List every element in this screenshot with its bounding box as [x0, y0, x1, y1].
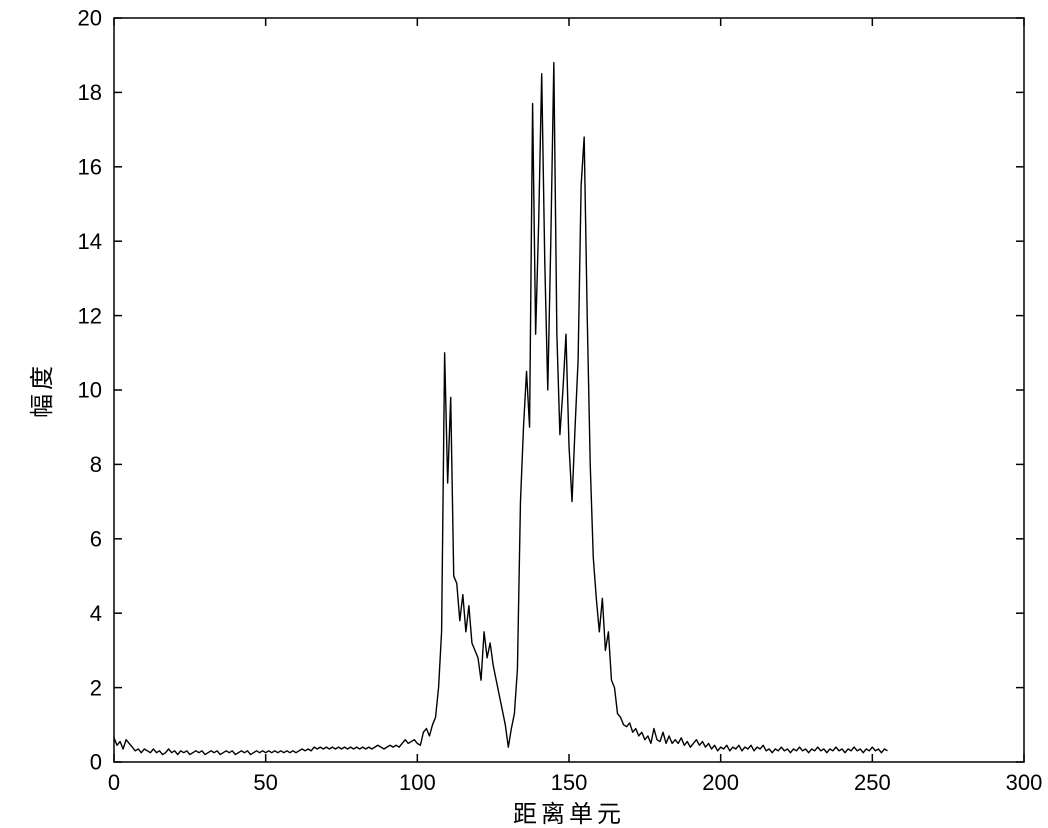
- y-tick-label: 10: [78, 378, 102, 403]
- x-axis-label: 距离单元: [513, 801, 625, 828]
- y-axis-label: 幅度: [29, 362, 56, 418]
- y-tick-label: 18: [78, 80, 102, 105]
- x-tick-label: 150: [551, 770, 588, 795]
- y-tick-label: 8: [90, 452, 102, 477]
- chart-container: 0 50 100 150 200 250 300 0 2 4 6 8 10 12 14 16 18 20 距离单…: [0, 0, 1048, 828]
- x-tick-label: 250: [854, 770, 891, 795]
- y-axis-ticks: 0 2 4 6 8 10 12 14 16 18 20: [78, 6, 1024, 775]
- y-tick-label: 4: [90, 601, 102, 626]
- y-tick-label: 12: [78, 303, 102, 328]
- x-tick-label: 0: [108, 770, 120, 795]
- y-tick-label: 14: [78, 229, 102, 254]
- x-axis-ticks: 0 50 100 150 200 250 300: [108, 18, 1042, 795]
- y-tick-label: 0: [90, 750, 102, 775]
- x-tick-label: 200: [702, 770, 739, 795]
- y-tick-label: 16: [78, 155, 102, 180]
- y-tick-label: 2: [90, 675, 102, 700]
- x-tick-label: 50: [253, 770, 277, 795]
- plot-area-box: [114, 18, 1024, 762]
- x-tick-label: 300: [1006, 770, 1043, 795]
- amplitude-series: [114, 63, 888, 755]
- y-tick-label: 6: [90, 527, 102, 552]
- line-chart: 0 50 100 150 200 250 300 0 2 4 6 8 10 12 14 16 18 20 距离单…: [0, 0, 1048, 828]
- x-tick-label: 100: [399, 770, 436, 795]
- y-tick-label: 20: [78, 6, 102, 31]
